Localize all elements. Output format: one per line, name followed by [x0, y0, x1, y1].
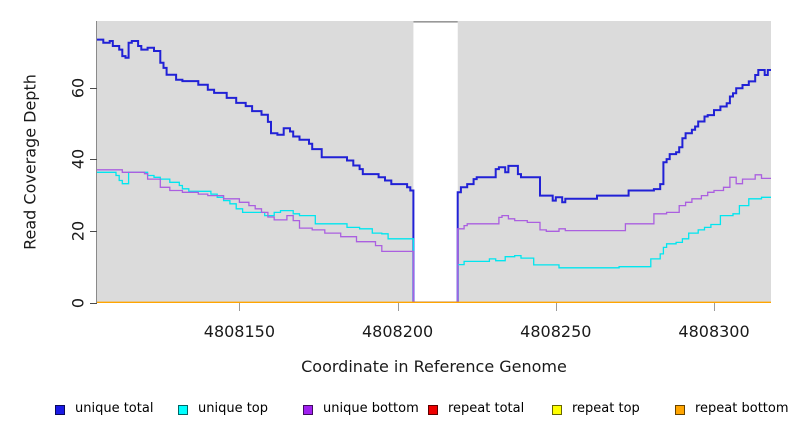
legend-label: unique bottom — [323, 401, 419, 416]
legend-label: unique top — [198, 401, 269, 416]
legend-label: repeat total — [448, 401, 525, 416]
repeat-top-swatch-icon — [552, 405, 562, 415]
y-tick-label: 20 — [68, 220, 88, 242]
unique-bottom-swatch-icon — [303, 405, 313, 415]
legend-label: unique total — [75, 401, 154, 416]
legend-label: repeat top — [572, 401, 640, 416]
y-tick-label: 40 — [68, 149, 88, 170]
coverage-gap-band — [413, 21, 458, 302]
series-unique-top — [97, 171, 771, 303]
x-tick-label: 4808150 — [203, 322, 276, 341]
x-tick — [239, 303, 241, 311]
unique-top-swatch-icon — [178, 405, 188, 415]
y-tick — [90, 87, 97, 89]
repeat-bottom-swatch-icon — [675, 405, 685, 415]
legend-label: repeat bottom — [695, 401, 789, 416]
repeat-total-swatch-icon — [428, 405, 438, 415]
y-tick — [90, 230, 97, 232]
y-tick-label: 0 — [68, 297, 88, 308]
y-tick-label: 60 — [68, 77, 88, 99]
y-axis-title: Read Coverage Depth — [20, 74, 40, 250]
x-tick-label: 4808250 — [520, 322, 592, 341]
unique-total-swatch-icon — [55, 405, 65, 415]
x-tick — [555, 303, 557, 311]
x-tick — [397, 303, 399, 311]
y-tick — [90, 302, 97, 304]
y-tick — [90, 159, 97, 161]
y-axis-line — [96, 21, 97, 303]
series-unique-bottom — [97, 169, 771, 303]
x-axis-title: Coordinate in Reference Genome — [301, 357, 567, 376]
x-tick-label: 4808200 — [361, 322, 434, 341]
x-tick — [714, 303, 716, 311]
coverage-chart — [97, 21, 771, 303]
x-tick-label: 4808300 — [678, 322, 750, 341]
